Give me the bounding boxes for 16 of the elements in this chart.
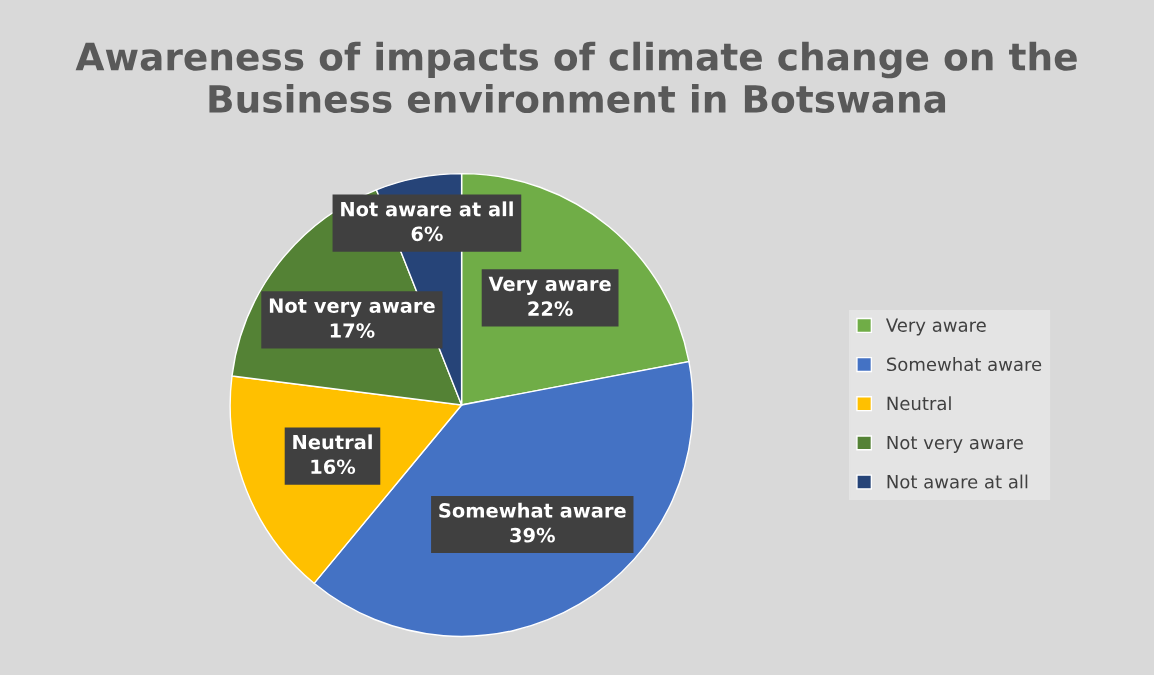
data-label: 16% [311, 459, 356, 475]
legend-label: Not very aware [887, 435, 1023, 453]
legend-label: Somewhat aware [887, 357, 1042, 372]
slice-label: Very aware [488, 276, 611, 296]
slice-label: Somewhat aware [439, 502, 626, 518]
data-label: 39% [510, 527, 555, 543]
slice-label: Not aware at all [341, 201, 513, 217]
data-label: 17% [330, 323, 375, 338]
chart-title: Awareness of impacts of climate change on the Business environment in Botswana [75, 41, 1077, 114]
legend-label: Not aware at all [887, 474, 1028, 489]
legend-label: Neutral [887, 396, 951, 411]
legend-label: Very aware [885, 318, 986, 336]
slice-label: Not very aware [269, 298, 435, 317]
slice-label: Neutral [293, 434, 372, 450]
data-label: 6% [411, 226, 443, 242]
data-label: 22% [528, 301, 573, 317]
